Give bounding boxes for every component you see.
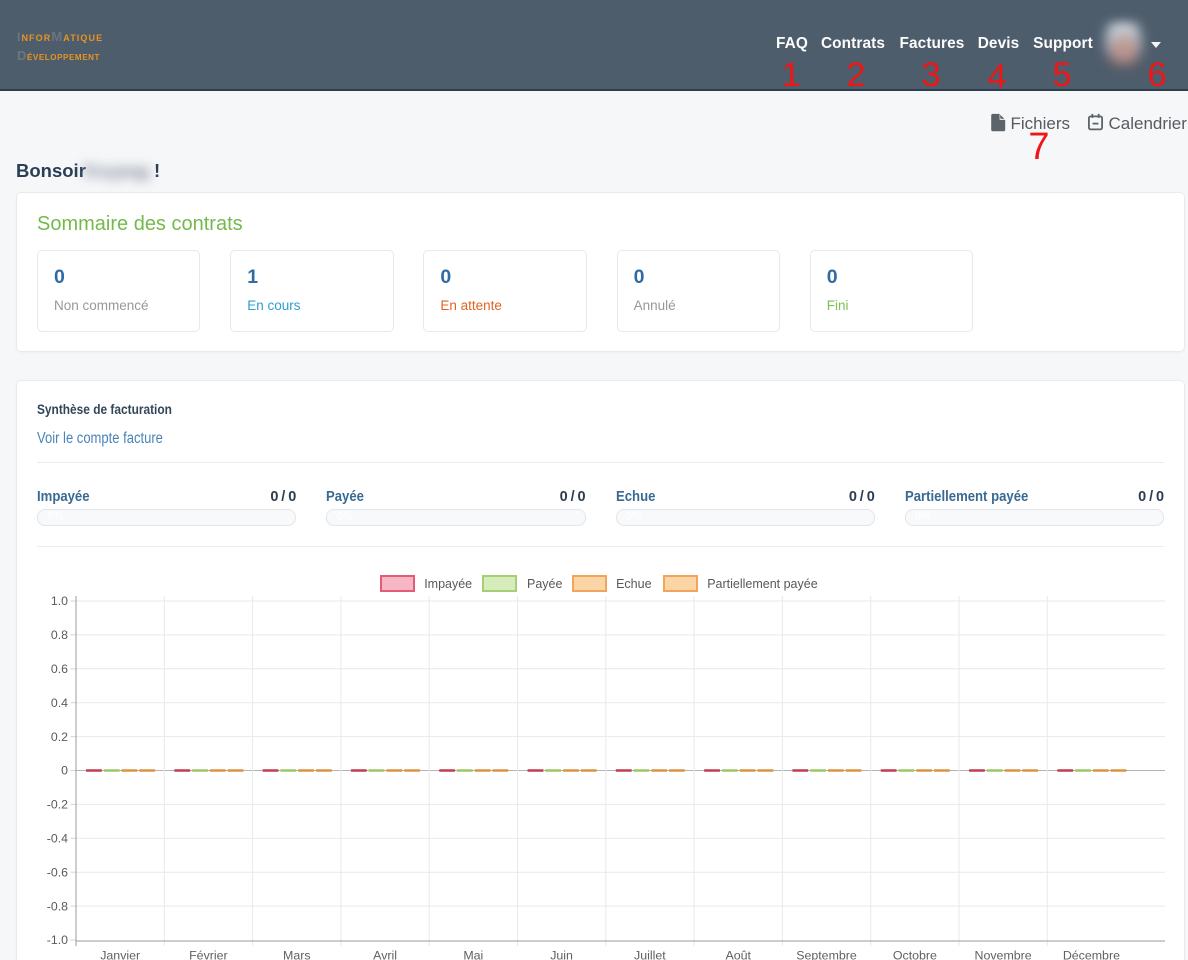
svg-text:-0.6: -0.6	[47, 865, 68, 879]
svg-text:Février: Février	[189, 949, 228, 960]
svg-text:-0.4: -0.4	[47, 832, 68, 846]
svg-text:-1.0: -1.0	[47, 933, 68, 947]
svg-text:0.6: 0.6	[51, 662, 68, 676]
svg-text:-0.2: -0.2	[47, 798, 68, 812]
svg-text:-0.8: -0.8	[47, 899, 68, 913]
svg-text:0.2: 0.2	[51, 730, 68, 744]
svg-text:Octobre: Octobre	[893, 949, 937, 960]
svg-text:Novembre: Novembre	[975, 949, 1032, 960]
svg-text:0.4: 0.4	[51, 696, 68, 710]
svg-text:Janvier: Janvier	[100, 949, 140, 960]
svg-text:0.8: 0.8	[51, 628, 68, 642]
svg-text:Mars: Mars	[283, 949, 311, 960]
svg-text:Juillet: Juillet	[634, 949, 666, 960]
svg-text:0: 0	[61, 764, 68, 778]
svg-text:1.0: 1.0	[51, 594, 68, 608]
svg-text:Septembre: Septembre	[796, 949, 857, 960]
svg-text:Mai: Mai	[463, 949, 483, 960]
svg-text:Juin: Juin	[550, 949, 573, 960]
svg-text:Avril: Avril	[373, 949, 397, 960]
svg-text:Décembre: Décembre	[1063, 949, 1120, 960]
svg-text:Août: Août	[725, 949, 751, 960]
